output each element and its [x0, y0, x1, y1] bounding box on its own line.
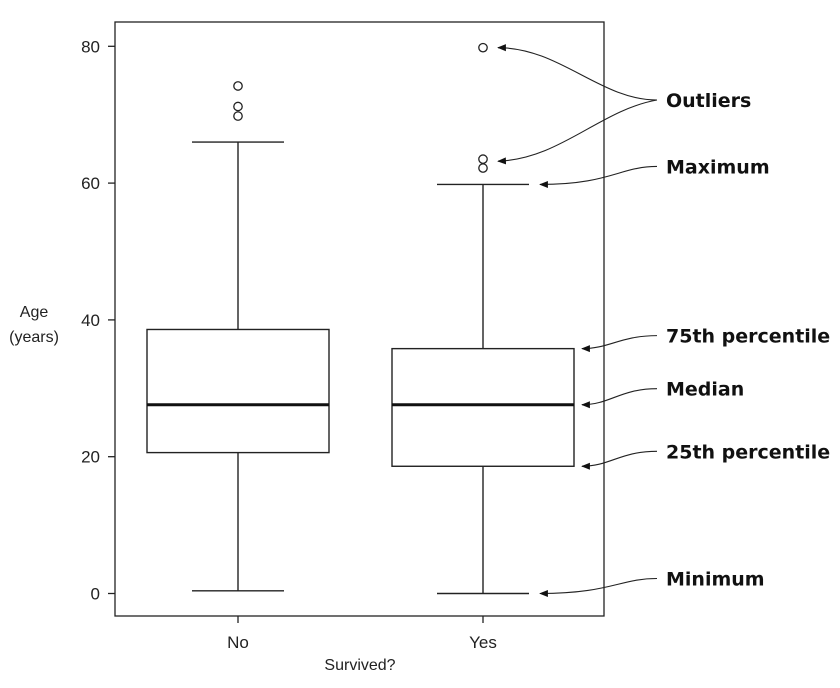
outlier-point	[478, 163, 488, 173]
y-axis-label-line2: (years)	[9, 329, 59, 346]
annotation-maximum: Maximum	[666, 156, 770, 178]
annotation-25th-percentile: 25th percentile	[666, 441, 830, 463]
x-tick-label: No	[227, 633, 249, 652]
iqr-box	[146, 328, 330, 454]
y-tick-label: 0	[91, 585, 100, 604]
y-tick-label: 80	[81, 37, 100, 56]
outlier-point	[478, 42, 488, 53]
arrow-minimum	[539, 577, 658, 598]
outlier-point	[233, 81, 243, 91]
arrow-outlier-top	[497, 44, 658, 101]
annotation-median: Median	[666, 379, 744, 401]
x-tick-label: Yes	[469, 633, 497, 652]
arrow-maximum	[539, 165, 658, 188]
arrow-75th-percentile	[581, 335, 658, 353]
annotation-minimum: Minimum	[666, 569, 765, 591]
y-tick-label: 60	[81, 174, 100, 193]
x-axis-label: Survived?	[324, 657, 395, 674]
y-tick-label: 40	[81, 311, 100, 330]
box-no	[146, 81, 330, 592]
annotation-outliers: Outliers	[666, 90, 751, 112]
arrow-25th-percentile	[581, 450, 658, 470]
outlier-point	[233, 111, 243, 121]
plot-frame	[114, 21, 605, 617]
outlier-point	[233, 101, 243, 112]
iqr-box	[391, 347, 575, 467]
outlier-point	[478, 154, 488, 165]
y-tick-label: 20	[81, 448, 100, 467]
box-yes	[391, 42, 575, 595]
arrow-median	[581, 388, 658, 409]
annotation-75th-percentile: 75th percentile	[666, 326, 830, 348]
arrow-outlier-lower	[497, 99, 658, 165]
y-axis-label-line1: Age	[20, 304, 49, 321]
